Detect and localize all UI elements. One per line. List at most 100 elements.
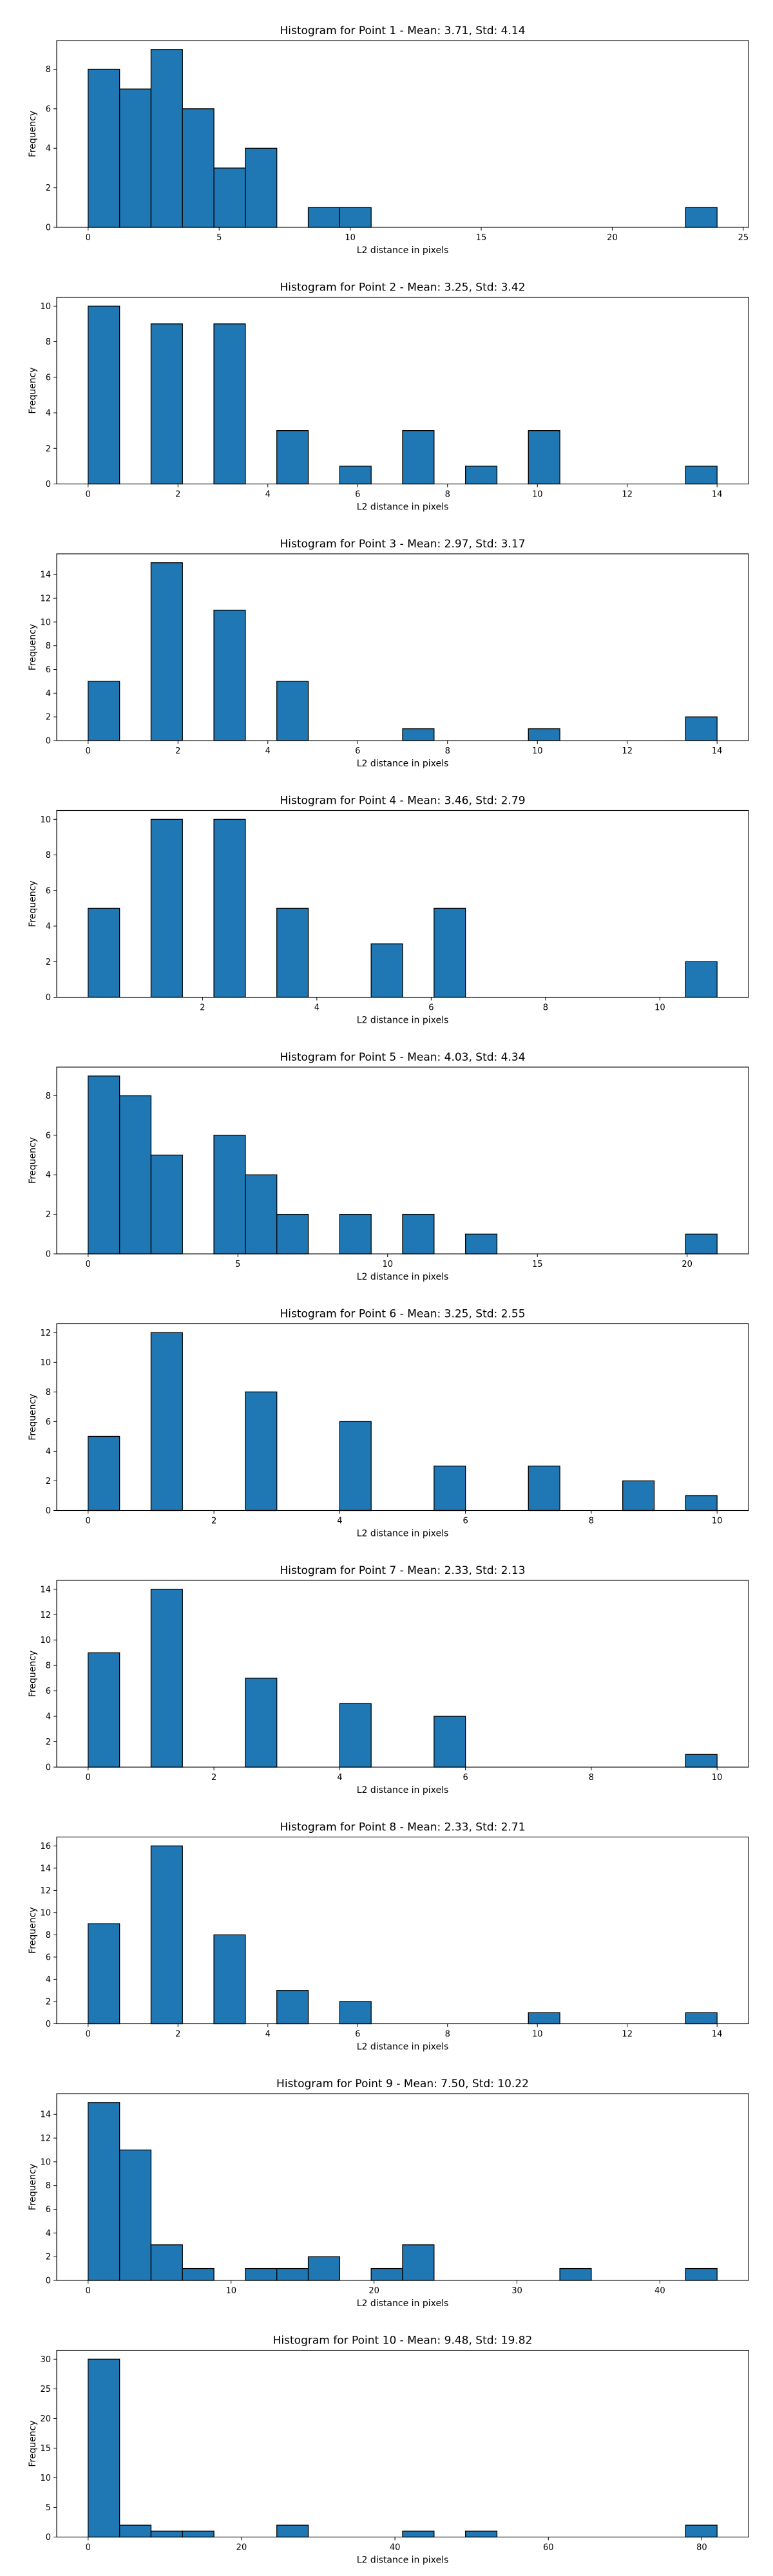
y-axis-label: Frequency bbox=[28, 1137, 38, 1184]
histogram-bar bbox=[528, 1465, 560, 1511]
x-tick-label: 10 bbox=[712, 1773, 723, 1783]
histogram-bar bbox=[434, 1716, 466, 1768]
x-axis-label: L2 distance in pixels bbox=[357, 1016, 449, 1026]
y-tick-label: 8 bbox=[46, 337, 51, 347]
y-axis-label: Frequency bbox=[28, 1651, 38, 1697]
y-tick-label: 4 bbox=[46, 1447, 51, 1457]
x-tick-label: 4 bbox=[265, 746, 271, 756]
histogram-bar bbox=[150, 819, 183, 998]
x-tick-label: 40 bbox=[654, 2286, 665, 2296]
y-tick-label: 4 bbox=[46, 409, 51, 419]
y-tick-label: 8 bbox=[46, 641, 51, 651]
y-axis-label: Frequency bbox=[28, 1907, 38, 1953]
histogram-panel-8: Histogram for Point 8 - Mean: 2.33, Std:… bbox=[28, 1821, 749, 2052]
y-tick-label: 10 bbox=[40, 1908, 51, 1918]
chart-title: Histogram for Point 5 - Mean: 4.03, Std:… bbox=[280, 1051, 525, 1064]
x-axis-label: L2 distance in pixels bbox=[357, 245, 449, 256]
y-tick-label: 12 bbox=[40, 2134, 51, 2144]
histogram-bar bbox=[119, 88, 152, 228]
histogram-bar bbox=[528, 2012, 560, 2025]
axes-frame bbox=[56, 553, 749, 741]
y-axis-label: Frequency bbox=[28, 624, 38, 670]
x-tick-label: 8 bbox=[445, 746, 450, 756]
histogram-bar bbox=[464, 1233, 498, 1255]
histogram-bar bbox=[307, 207, 341, 228]
histogram-bar bbox=[528, 728, 560, 741]
x-tick-label: 10 bbox=[532, 2030, 543, 2040]
chart-title: Histogram for Point 3 - Mean: 2.97, Std:… bbox=[280, 538, 525, 551]
x-tick-label: 2 bbox=[200, 1003, 205, 1013]
y-tick-label: 6 bbox=[46, 1953, 51, 1962]
y-tick-label: 4 bbox=[46, 1975, 51, 1985]
histogram-bar bbox=[402, 2530, 435, 2538]
histogram-bar bbox=[622, 1480, 655, 1511]
histogram-bar bbox=[402, 2244, 435, 2281]
x-tick-label: 0 bbox=[86, 233, 91, 243]
x-tick-label: 10 bbox=[532, 746, 543, 756]
histogram-bar bbox=[245, 1391, 278, 1511]
histogram-bar bbox=[339, 1213, 372, 1255]
histogram-bar bbox=[559, 2268, 592, 2281]
x-tick-label: 4 bbox=[265, 2030, 271, 2040]
histogram-bar bbox=[685, 716, 718, 741]
histogram-bar bbox=[213, 1135, 246, 1255]
histogram-bar bbox=[213, 1934, 246, 2025]
x-tick-label: 15 bbox=[476, 233, 487, 243]
y-tick-label: 2 bbox=[46, 444, 51, 454]
histogram-bar bbox=[339, 1703, 372, 1768]
y-tick-label: 8 bbox=[46, 1388, 51, 1397]
histogram-bar bbox=[213, 819, 246, 998]
x-tick-label: 0 bbox=[86, 2543, 91, 2553]
x-tick-label: 12 bbox=[622, 2030, 633, 2040]
y-tick-label: 0 bbox=[46, 1506, 51, 1516]
chart-title: Histogram for Point 2 - Mean: 3.25, Std:… bbox=[280, 281, 525, 294]
axes-frame bbox=[56, 1323, 749, 1511]
histogram-bar bbox=[434, 907, 466, 998]
histogram-bar bbox=[528, 430, 560, 485]
chart-title: Histogram for Point 9 - Mean: 7.50, Std:… bbox=[276, 2078, 529, 2090]
y-tick-label: 14 bbox=[40, 1864, 51, 1873]
x-axis-label: L2 distance in pixels bbox=[357, 1785, 449, 1795]
x-tick-label: 0 bbox=[86, 2030, 91, 2040]
histogram-bar bbox=[276, 907, 309, 998]
chart-title: Histogram for Point 1 - Mean: 3.71, Std:… bbox=[280, 24, 525, 37]
histogram-bar bbox=[88, 2358, 120, 2538]
histogram-bar bbox=[245, 147, 278, 228]
histogram-bar bbox=[276, 681, 309, 741]
axes-frame bbox=[56, 810, 749, 998]
x-tick-label: 20 bbox=[607, 233, 618, 243]
x-tick-label: 2 bbox=[175, 746, 180, 756]
y-tick-label: 20 bbox=[40, 2414, 51, 2424]
histogram-panel-10: Histogram for Point 10 - Mean: 9.48, Std… bbox=[28, 2334, 749, 2566]
histogram-bar bbox=[276, 430, 309, 485]
axes-frame bbox=[56, 2093, 749, 2281]
histogram-bar bbox=[339, 466, 372, 485]
y-tick-label: 6 bbox=[46, 373, 51, 383]
histogram-bar bbox=[182, 2268, 215, 2281]
histogram-panel-3: Histogram for Point 3 - Mean: 2.97, Std:… bbox=[28, 538, 749, 769]
histogram-bar bbox=[245, 1678, 278, 1768]
x-tick-label: 14 bbox=[712, 746, 723, 756]
y-tick-label: 12 bbox=[40, 1611, 51, 1620]
y-tick-label: 8 bbox=[46, 65, 51, 75]
histogram-bar bbox=[307, 2256, 341, 2281]
y-tick-label: 2 bbox=[46, 1738, 51, 1747]
histogram-bar bbox=[339, 1421, 372, 1511]
x-tick-label: 2 bbox=[175, 490, 180, 500]
y-tick-label: 10 bbox=[40, 1358, 51, 1368]
x-axis-label: L2 distance in pixels bbox=[357, 759, 449, 769]
y-tick-label: 6 bbox=[46, 886, 51, 896]
histogram-bar bbox=[434, 1465, 466, 1511]
y-tick-label: 2 bbox=[46, 958, 51, 967]
histogram-bar bbox=[464, 466, 498, 485]
x-tick-label: 0 bbox=[86, 1773, 91, 1783]
x-tick-label: 2 bbox=[211, 1517, 216, 1526]
x-tick-label: 6 bbox=[463, 1773, 468, 1783]
histogram-bar bbox=[245, 2268, 278, 2281]
histogram-bar bbox=[150, 2530, 183, 2538]
y-tick-label: 10 bbox=[40, 1636, 51, 1645]
histogram-bar bbox=[685, 1754, 718, 1768]
x-tick-label: 8 bbox=[589, 1773, 594, 1783]
histogram-bar bbox=[150, 1845, 183, 2025]
